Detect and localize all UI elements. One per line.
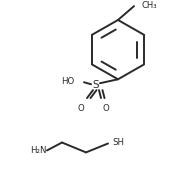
Text: HO: HO: [61, 77, 75, 86]
Text: S: S: [93, 80, 99, 90]
Text: H₂N: H₂N: [30, 146, 46, 155]
Text: CH₃: CH₃: [141, 1, 157, 10]
Text: SH: SH: [112, 138, 124, 147]
Text: O: O: [78, 104, 84, 113]
Text: O: O: [103, 104, 109, 113]
